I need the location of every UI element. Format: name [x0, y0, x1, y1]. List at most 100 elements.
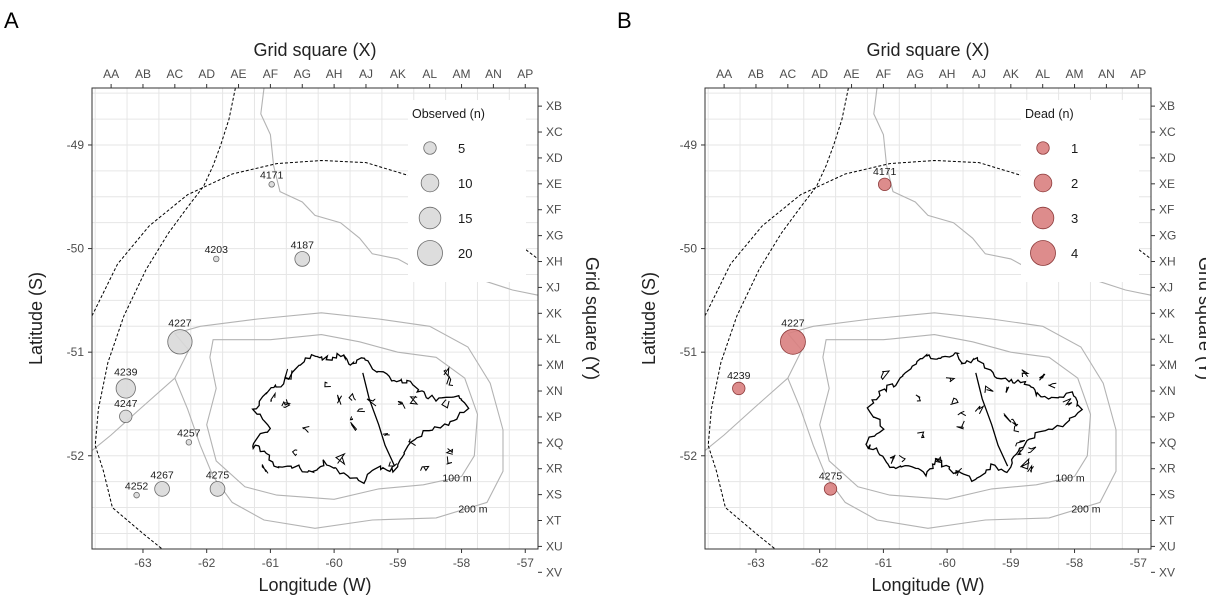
right-tick-label: XP	[546, 410, 562, 424]
legend-title: Dead (n)	[1025, 107, 1074, 121]
top-tick-label: AK	[1003, 67, 1019, 81]
coastline-inlet	[446, 375, 454, 386]
right-tick-label: XM	[1159, 358, 1177, 372]
coastline-inlet	[356, 408, 365, 413]
contour-label-100m: 100 m	[442, 473, 471, 485]
contour-label-100m: 100 m	[1055, 473, 1084, 485]
y-tick-label: -51	[67, 345, 85, 359]
data-point-4239	[732, 381, 746, 396]
right-tick-label: XF	[1159, 203, 1174, 217]
coastline-inlet	[984, 385, 994, 393]
coastline-inlet	[974, 404, 985, 415]
coastline-inlet	[446, 456, 453, 465]
coastline-inlet	[445, 448, 454, 455]
x-tick-label: -60	[325, 556, 343, 570]
panel-letter: A	[4, 8, 19, 33]
coastline-inlet	[957, 410, 967, 417]
right-tick-label: XV	[546, 565, 562, 579]
right-tick-label: XT	[1159, 514, 1175, 528]
coastline-inlet	[1039, 373, 1046, 381]
right-tick-label: XL	[546, 332, 561, 346]
coastline-inlet	[950, 397, 959, 405]
coastline-inlet	[1013, 423, 1020, 433]
x-tick-label: -58	[453, 556, 471, 570]
legend-key-5	[423, 141, 437, 155]
x-tick-label: -57	[1130, 556, 1148, 570]
y-tick-label: -52	[680, 449, 698, 463]
station-label-4203: 4203	[205, 244, 229, 256]
station-label-4171: 4171	[260, 170, 284, 182]
station-label-4257: 4257	[177, 428, 201, 440]
x-tick-label: -59	[389, 556, 407, 570]
coastline-inlet	[366, 398, 377, 407]
y-axis-title: Latitude (S)	[639, 272, 659, 365]
data-point-4227	[780, 328, 806, 355]
right-tick-label: XR	[546, 462, 563, 476]
legend-key-10	[420, 173, 440, 193]
top-tick-label: AP	[517, 67, 533, 81]
right-tick-label: XD	[1159, 151, 1176, 165]
right-tick-label: XP	[1159, 410, 1175, 424]
data-point-4171	[268, 181, 275, 188]
legend-key-2	[1033, 173, 1053, 193]
coastline-inlet	[441, 399, 450, 409]
right-tick-label: XC	[1159, 125, 1176, 139]
coastline-inlet	[284, 368, 293, 380]
coastline-inlet	[388, 461, 398, 469]
coastline-inlet	[1062, 398, 1073, 406]
right-tick-label: XF	[546, 203, 561, 217]
top-tick-label: AG	[294, 67, 311, 81]
legend: Dead (n) 1 2 3 4	[1021, 100, 1139, 282]
top-tick-label: AN	[1098, 67, 1115, 81]
top-tick-label: AB	[748, 67, 764, 81]
data-point-4275	[823, 482, 838, 496]
right-tick-label: XD	[546, 151, 563, 165]
legend: Observed (n) 5 10 15 20	[408, 100, 526, 282]
top-tick-label: AE	[844, 67, 860, 81]
x-tick-label: -61	[262, 556, 280, 570]
top-tick-label: AB	[135, 67, 151, 81]
right-tick-label: XQ	[546, 436, 563, 450]
coastline-inlet	[956, 420, 965, 430]
x-tick-label: -63	[134, 556, 152, 570]
coastline-inlet	[349, 416, 354, 421]
x-tick-label: -59	[1002, 556, 1020, 570]
y-axis-title: Latitude (S)	[26, 272, 46, 365]
top-tick-label: AA	[103, 67, 119, 81]
station-label-4252: 4252	[125, 480, 149, 492]
coastline-inlet	[409, 395, 419, 405]
top-tick-label: AC	[166, 67, 183, 81]
coastline-inlet	[1048, 382, 1057, 389]
right-tick-label: XR	[1159, 462, 1176, 476]
coastline-inlet	[324, 381, 331, 388]
coastline-sound	[975, 372, 1009, 467]
x-tick-label: -63	[747, 556, 765, 570]
right-tick-label: XB	[1159, 99, 1175, 113]
coastline-inlet	[917, 431, 925, 439]
x-tick-label: -58	[1066, 556, 1084, 570]
top-tick-label: AK	[390, 67, 406, 81]
right-axis-title: Grid square (Y)	[582, 257, 602, 380]
coastline-inlet	[880, 370, 891, 381]
y-tick-label: -50	[67, 242, 85, 256]
zone-boundary-west	[707, 87, 849, 550]
station-label-4227: 4227	[781, 317, 805, 329]
top-tick-label: AL	[422, 67, 437, 81]
data-point-4257	[185, 439, 193, 446]
data-point-4252	[133, 491, 140, 499]
coastline-inlet	[420, 465, 430, 472]
top-tick-label: AA	[716, 67, 732, 81]
right-tick-label: XJ	[1159, 280, 1173, 294]
coastline-inlet	[270, 391, 276, 402]
right-tick-label: XQ	[1159, 436, 1176, 450]
data-point-4275	[209, 481, 226, 497]
data-point-4247	[119, 409, 133, 424]
top-tick-label: AP	[1130, 67, 1146, 81]
x-axis-title: Longitude (W)	[258, 575, 371, 595]
coastline-outline	[251, 352, 470, 485]
coastline-inlet	[408, 438, 416, 447]
contour-label-200m: 200 m	[458, 504, 487, 516]
right-tick-label: XL	[1159, 332, 1174, 346]
legend-key-1	[1036, 141, 1050, 155]
